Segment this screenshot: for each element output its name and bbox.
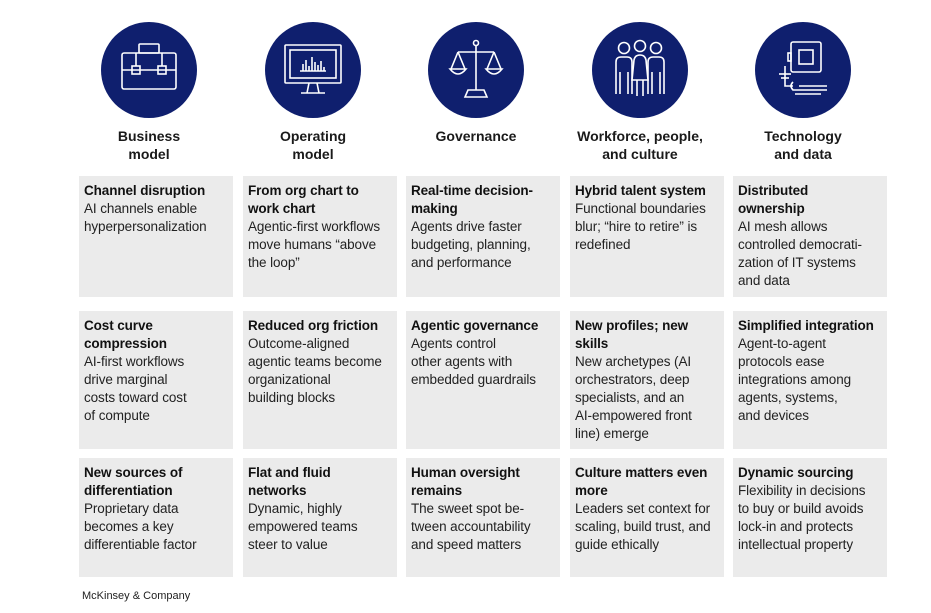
card-from-org-chart-to-work-chart: From org chart to work chart Agentic-firs…	[243, 176, 397, 297]
column-header: Governance	[435, 128, 517, 144]
column-header: Workforce, people, and culture	[577, 128, 703, 162]
card-new-sources-of-differentiation: New sources of differentiation Proprietar…	[79, 458, 233, 577]
source-footer: McKinsey & Company	[82, 590, 191, 602]
column-header: Operating model	[279, 128, 347, 162]
device-circuit-icon	[755, 22, 851, 118]
card-agentic-governance: Agentic governance Agents control other a…	[406, 311, 560, 449]
card-real-time-decision-making: Real-time decision-making Agents drive f…	[406, 176, 560, 297]
card-new-profiles-new-skills: New profiles; new skills New archetypes (…	[570, 311, 724, 449]
card-dynamic-sourcing: Dynamic sourcing Flexibility in decision…	[733, 458, 887, 577]
card-cost-curve-compression: Cost curve compression AI-first workflows…	[79, 311, 233, 449]
column-header: Business model	[117, 128, 181, 162]
card-hybrid-talent-system: Hybrid talent system Functional boundari…	[570, 176, 724, 297]
card-reduced-org-friction: Reduced org friction Outcome-aligned agen…	[243, 311, 397, 449]
people-icon	[592, 22, 688, 118]
scales-icon	[428, 22, 524, 118]
briefcase-icon	[101, 22, 197, 118]
monitor-chart-icon	[265, 22, 361, 118]
card-culture-matters-even-more: Culture matters even more Leaders set con…	[570, 458, 724, 577]
card-channel-disruption: Channel disruption AI channels enable hyp…	[79, 176, 233, 297]
column-header: Technology and data	[764, 128, 842, 162]
card-simplified-integration: Simplified integration Agent-to-agent pro…	[733, 311, 887, 449]
card-human-oversight-remains: Human oversight remains The sweet spot be…	[406, 458, 560, 577]
card-flat-and-fluid-networks: Flat and fluid networks Dynamic, highly em…	[243, 458, 397, 577]
card-distributed-ownership: Distributed ownership AI mesh allows contr…	[733, 176, 887, 297]
